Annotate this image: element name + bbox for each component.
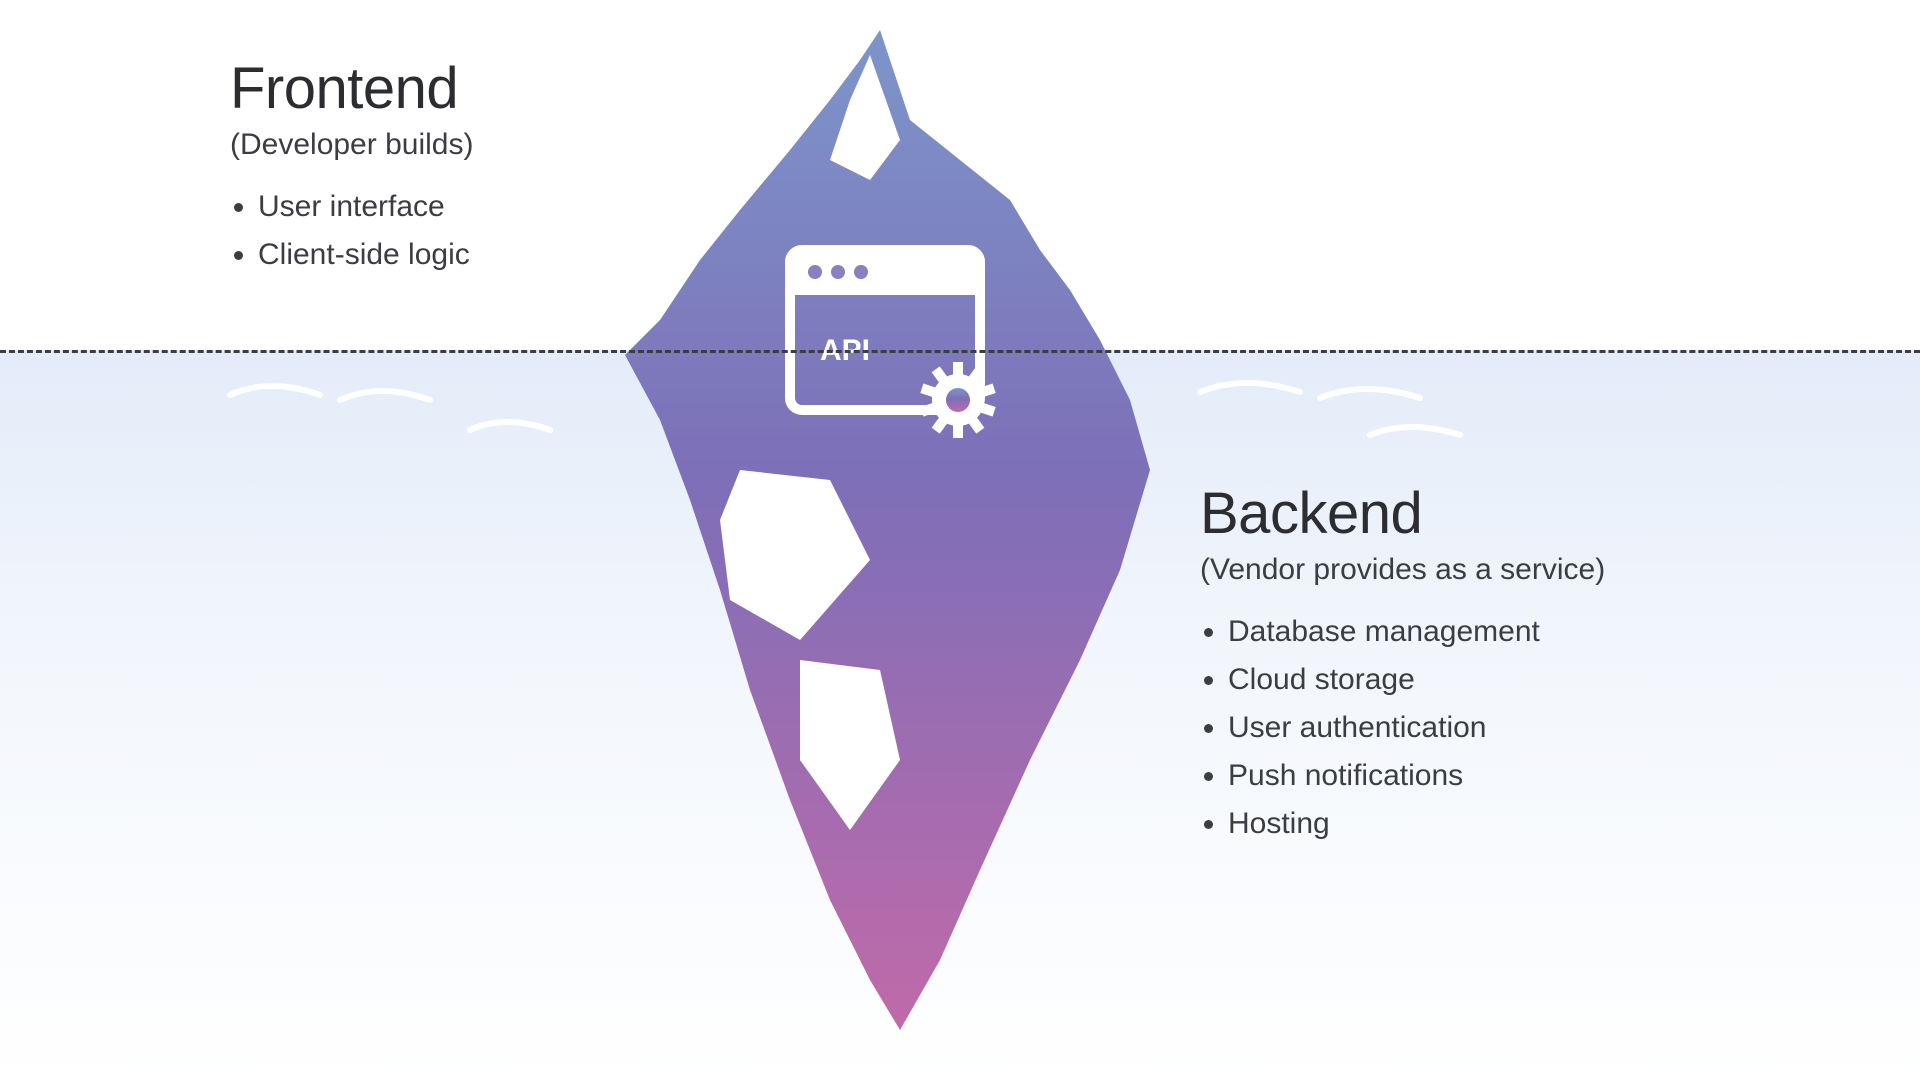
backend-list: Database management Cloud storage User aut…	[1200, 615, 1605, 841]
list-item: Push notifications	[1228, 759, 1605, 793]
water-area	[0, 350, 1920, 1080]
list-item: Client-side logic	[258, 238, 473, 272]
frontend-title: Frontend	[230, 55, 473, 122]
waterline	[0, 350, 1920, 353]
list-item: User interface	[258, 190, 473, 224]
infographic-stage: API Frontend (Developer builds) User int…	[0, 0, 1920, 1080]
iceberg-snowcap	[830, 55, 900, 180]
list-item: Database management	[1228, 615, 1605, 649]
frontend-section: Frontend (Developer builds) User interfa…	[230, 55, 473, 286]
backend-subtitle: (Vendor provides as a service)	[1200, 553, 1605, 587]
frontend-list: User interface Client-side logic	[230, 190, 473, 272]
list-item: User authentication	[1228, 711, 1605, 745]
frontend-subtitle: (Developer builds)	[230, 128, 473, 162]
backend-section: Backend (Vendor provides as a service) D…	[1200, 480, 1605, 855]
backend-title: Backend	[1200, 480, 1605, 547]
list-item: Cloud storage	[1228, 663, 1605, 697]
list-item: Hosting	[1228, 807, 1605, 841]
